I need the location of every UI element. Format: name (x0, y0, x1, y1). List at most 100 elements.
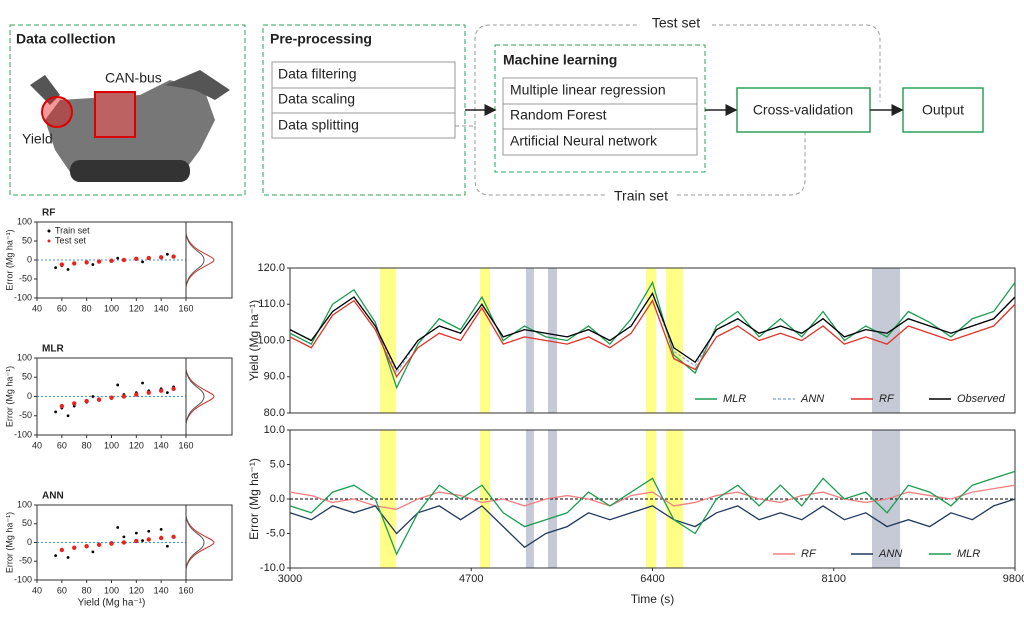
point (84, 260, 89, 265)
legend-label: MLR (957, 548, 980, 560)
highlight-band (666, 268, 684, 413)
point (146, 255, 151, 261)
point (72, 545, 77, 550)
highlight-band (645, 268, 657, 413)
point (116, 256, 120, 260)
density-curve (185, 232, 215, 288)
preprocessing-box (262, 24, 466, 196)
y-axis-label: Error (Mg ha⁻¹) (4, 366, 14, 427)
legend-label: ANN (878, 548, 902, 560)
y-tick-label: -5.0 (266, 527, 285, 539)
ml-item: Multiple linear regression (510, 82, 666, 98)
y-tick-label: -100 (14, 292, 32, 302)
point (116, 526, 120, 529)
series-line (289, 299, 1016, 379)
chart-title: MLR (42, 344, 64, 355)
ml-item: Artificial Neural network (510, 133, 658, 149)
x-tick-label: 120 (129, 585, 144, 595)
point (121, 540, 127, 545)
x-tick-label: 80 (82, 585, 92, 595)
point (165, 252, 169, 256)
point (84, 398, 89, 404)
point (121, 257, 127, 263)
legend-label: Test set (55, 235, 87, 245)
yield-label: Yield (22, 131, 53, 147)
point (91, 550, 95, 554)
y-tick-label: -50 (19, 410, 32, 420)
point (59, 547, 65, 553)
series-line (289, 498, 1016, 549)
x-tick-label: 100 (104, 585, 119, 595)
x-tick-label: 140 (154, 303, 169, 313)
x-tick-label: 60 (57, 440, 67, 450)
y-tick-label: 100 (17, 499, 32, 509)
point (146, 537, 151, 542)
legend-label: Observed (957, 393, 1006, 405)
density-curve (185, 515, 215, 570)
highlight-band (525, 430, 534, 568)
density-frame (185, 357, 233, 436)
test-set-path (455, 24, 881, 127)
legend-label: ANN (800, 393, 824, 405)
y-tick-label: 120.0 (257, 262, 285, 274)
y-tick-label: -50 (19, 556, 32, 566)
point (171, 386, 176, 391)
point (159, 527, 163, 531)
point (141, 539, 144, 543)
point (59, 403, 65, 409)
highlight-band (666, 430, 684, 568)
point (54, 554, 58, 558)
point (72, 401, 77, 406)
preprocessing-title: Pre-processing (270, 31, 372, 47)
point (54, 410, 58, 414)
series-line (289, 470, 1016, 556)
point (66, 414, 70, 418)
legend-label: RF (801, 548, 817, 560)
x-axis-label: Yield (Mg ha⁻¹) (78, 598, 146, 609)
x-tick-label: 100 (104, 303, 119, 313)
test-set-label: Test set (652, 15, 700, 31)
y-tick-label: 110.0 (258, 298, 285, 310)
x-tick-label: 80 (82, 303, 92, 313)
x-tick-label: 120 (129, 440, 144, 450)
highlight-band (479, 268, 491, 413)
x-tick-label: 100 (104, 440, 119, 450)
y-tick-label: 100 (17, 216, 32, 226)
point (91, 263, 95, 266)
y-tick-label: 0.0 (270, 493, 285, 505)
preprocessing-item: Data splitting (278, 117, 359, 133)
preprocessing-item: Data filtering (278, 66, 357, 82)
density-curve (185, 232, 205, 288)
point (141, 381, 144, 385)
point (59, 262, 65, 267)
x-tick-label: 8100 (822, 573, 846, 585)
density-frame (185, 504, 233, 581)
density-curve (185, 515, 205, 570)
ml-title: Machine learning (503, 52, 617, 68)
can-bus-label: CAN-bus (105, 70, 162, 86)
y-tick-label: 0 (27, 537, 32, 547)
train-set-label: Train set (614, 188, 668, 204)
y-axis-label: Yield (Mg ha⁻¹) (247, 300, 261, 381)
point (109, 258, 114, 263)
output-label: Output (922, 102, 964, 118)
data-collection-title: Data collection (16, 31, 116, 47)
point (171, 254, 176, 259)
series-line (289, 484, 1016, 511)
cross-validation-label: Cross-validation (753, 102, 853, 118)
point (134, 538, 139, 544)
x-tick-label: 40 (32, 585, 42, 595)
point (165, 391, 169, 395)
x-tick-label: 40 (32, 303, 42, 313)
x-tick-label: 60 (57, 585, 67, 595)
x-tick-label: 140 (154, 440, 169, 450)
point (116, 383, 120, 387)
point (66, 556, 70, 559)
point (165, 544, 169, 548)
point (72, 261, 77, 266)
y-tick-label: 100.0 (257, 334, 285, 346)
point (91, 395, 95, 398)
y-axis-label: Error (Mg ha⁻¹) (4, 512, 14, 573)
point (147, 529, 151, 533)
